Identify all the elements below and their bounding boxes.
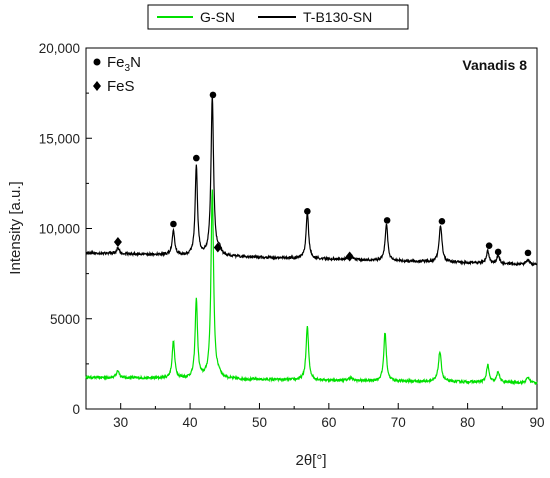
- peak-markers: [113, 91, 532, 262]
- plot-frame: [85, 47, 538, 410]
- y-tick-label: 10,000: [39, 222, 80, 237]
- series-legend: G-SN T-B130-SN: [147, 4, 409, 30]
- y-tick-label: 20,000: [39, 41, 80, 56]
- x-tick-label: 30: [113, 415, 128, 430]
- peak-marker-diamond-0: [113, 237, 122, 248]
- peak-marker-diamond-4: [213, 242, 222, 253]
- peak-marker-diamond-6: [345, 251, 354, 262]
- x-tick-label: 90: [529, 415, 544, 430]
- phase-legend-label-fes: FeS: [107, 78, 135, 95]
- phase-legend-fe3n-sub: 3: [125, 63, 131, 74]
- x-tick-label: 50: [252, 415, 267, 430]
- peak-marker-circle-7: [383, 217, 391, 224]
- x-tick-label: 60: [321, 415, 336, 430]
- y-tick-label: 0: [72, 402, 80, 417]
- phase-legend-fe3n-tail: N: [130, 54, 141, 71]
- peak-marker-circle-9: [485, 242, 493, 249]
- series-line-t-b130-sn: [85, 95, 538, 267]
- peak-marker-circle-2: [193, 154, 200, 162]
- peak-marker-circle-10: [494, 248, 502, 256]
- x-tick-label: 70: [391, 415, 406, 430]
- series-line-g-sn: [85, 189, 538, 386]
- peak-marker-circle-5: [304, 208, 311, 215]
- phase-legend-fe3n-main: Fe: [107, 54, 125, 71]
- sample-annotation: Vanadis 8: [462, 57, 527, 73]
- legend-label-t-b130-sn: T-B130-SN: [303, 9, 372, 25]
- peak-marker-circle-3: [209, 91, 217, 99]
- phase-legend-marker-fe3n: [93, 58, 101, 66]
- y-tick-label: 15,000: [39, 131, 80, 146]
- x-tick-label: 40: [183, 415, 198, 430]
- peak-marker-circle-8: [438, 217, 446, 225]
- phase-legend-marker-fes: [93, 81, 101, 91]
- y-tick-label: 5000: [50, 312, 80, 327]
- legend-label-g-sn: G-SN: [200, 9, 235, 25]
- x-axis-title: 2θ[°]: [295, 452, 326, 469]
- peak-marker-circle-11: [524, 249, 532, 257]
- y-axis: 0 5000 10,000 15,000 20,000: [39, 41, 92, 417]
- x-axis: 30 40 50 60 70 80 90: [85, 403, 545, 430]
- phase-legend: Fe3N FeS: [93, 54, 141, 95]
- x-tick-label: 80: [460, 415, 475, 430]
- peak-marker-circle-1: [170, 220, 177, 228]
- y-axis-title: Intensity [a.u.]: [7, 181, 24, 274]
- phase-legend-label-fe3n: Fe3N: [107, 54, 141, 74]
